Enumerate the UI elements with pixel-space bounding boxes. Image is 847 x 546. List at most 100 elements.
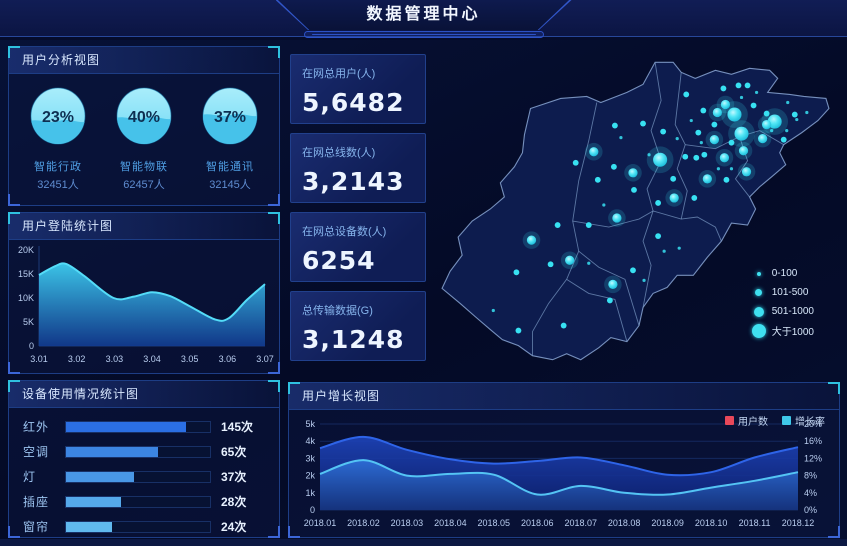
- growth-x-tick: 2018.11: [739, 518, 771, 528]
- growth-line-1: [319, 459, 799, 496]
- corner-bracket: [8, 194, 20, 206]
- stat-label: 总传输数据(G): [302, 305, 373, 317]
- stat-value: 5,6482: [302, 88, 405, 117]
- gauge-count: 32451人: [37, 179, 79, 191]
- map-legend-item: 501-1000: [753, 302, 814, 321]
- map-legend-label: 0-100: [771, 268, 798, 279]
- map-legend-label: 501-1000: [771, 306, 814, 317]
- login-area-chart: 0 5K 10K 15K 20K 3.01 3.02 3.03 3.04 3.05 3.06 3.07: [18, 245, 274, 364]
- growth-x-tick: 2018.02: [347, 518, 380, 528]
- login-x-tick: 3.07: [256, 354, 274, 364]
- legend-swatch: [725, 416, 734, 425]
- corner-bracket: [8, 526, 20, 538]
- panel-login-stats: 用户登陆统计图 0 5K 10K 15K 20K 3.01 3.02 3.03 3.04 3.05…: [8, 212, 280, 374]
- legend-item-用户数[interactable]: 用户数: [725, 413, 768, 428]
- stat-label: 在网总设备数(人): [302, 226, 387, 238]
- growth-left-tick: 3k: [305, 453, 315, 463]
- device-bar-track: [65, 470, 211, 483]
- gauge-count: 32145人: [209, 179, 251, 191]
- panel-title-user-analysis: 用户分析视图: [9, 47, 279, 74]
- gauge-row: 23% 智能行政 32451人 40% 智能物联 62457人 37% 智能通讯 32145人: [9, 74, 279, 192]
- growth-line-0: [319, 435, 799, 477]
- login-x-tick: 3.03: [106, 354, 124, 364]
- map-legend-item: 大于1000: [751, 321, 814, 340]
- panel-title-device-usage: 设备使用情况统计图: [9, 381, 279, 408]
- growth-area-1: [320, 460, 798, 510]
- map-legend-dot: [755, 289, 763, 296]
- corner-bracket: [8, 380, 20, 392]
- login-y-tick: 5K: [23, 317, 34, 327]
- device-bar-row: 窗帘 24次: [23, 520, 265, 534]
- gauge-percent: 37%: [214, 109, 246, 126]
- map-bubbles: [491, 82, 809, 334]
- growth-x-tick: 2018.06: [521, 518, 554, 528]
- device-bar-fill: [66, 471, 134, 482]
- growth-right-tick: 8%: [804, 471, 817, 481]
- device-bar-label: 插座: [23, 495, 50, 509]
- device-bar-chart: 红外 145次 空调 65次灯 37次 插座 28次 窗帘 24次: [9, 408, 279, 534]
- corner-bracket: [8, 212, 20, 224]
- login-y-tick: 20K: [18, 245, 34, 255]
- corner-bracket: [288, 526, 300, 538]
- province-map-svg: [441, 61, 830, 361]
- growth-left-tick: 4k: [305, 436, 315, 446]
- login-line: [38, 262, 266, 322]
- gauge-count: 62457人: [123, 179, 165, 191]
- legend-swatch: [782, 416, 791, 425]
- device-bar-track: [65, 420, 211, 433]
- device-bar-value: 65次: [221, 445, 247, 459]
- liquid-gauge: 23% 智能行政 32451人: [16, 86, 100, 192]
- device-bar-row: 灯 37次: [23, 470, 265, 484]
- map-legend-dot-cell: [751, 323, 772, 338]
- stat-label: 在网总线数(人): [302, 147, 376, 159]
- map-legend: 0-100 101-500 501-1000 大于1000: [751, 264, 814, 340]
- footer-strip: [0, 539, 847, 546]
- panel-user-analysis: 用户分析视图 23% 智能行政 32451人 40% 智能物联 62457人 37% 智能通讯…: [8, 46, 280, 206]
- corner-bracket: [828, 382, 840, 394]
- growth-x-tick: 2018.10: [695, 518, 728, 528]
- stats-column: 在网总用户(人) 5,6482 在网总线数(人) 3,2143 在网总设备数(人) 625…: [290, 54, 426, 361]
- growth-x-tick: 2018.09: [651, 518, 684, 528]
- growth-x-tick: 2018.08: [608, 518, 641, 528]
- top-bar: 数据管理中心: [0, 0, 847, 40]
- map-legend-dot-cell: [755, 289, 772, 296]
- gauge-percent: 40%: [128, 109, 160, 126]
- device-bar-fill: [66, 421, 186, 432]
- corner-bracket: [268, 526, 280, 538]
- stat-card: 总传输数据(G) 3,1248: [290, 291, 426, 361]
- device-bar-value: 37次: [221, 470, 247, 484]
- device-bar-label: 红外: [23, 420, 50, 434]
- stat-value: 6254: [302, 246, 376, 275]
- title-banner: 数据管理中心: [275, 0, 572, 30]
- top-bar-accent-line: [0, 36, 847, 37]
- growth-x-tick: 2018.04: [434, 518, 467, 528]
- liquid-gauge: 37% 智能通讯 32145人: [188, 86, 272, 192]
- device-bar-track: [65, 520, 211, 533]
- device-bar-fill: [66, 446, 159, 457]
- panel-device-usage: 设备使用情况统计图 红外 145次 空调 65次灯 37次 插座 28次 窗帘 24次: [8, 380, 280, 538]
- login-y-tick: 15K: [18, 269, 34, 279]
- growth-x-tick: 2018.07: [564, 518, 597, 528]
- title-banner-fill: [277, 0, 570, 30]
- map-legend-dot-cell: [753, 306, 772, 317]
- corner-bracket: [268, 194, 280, 206]
- stat-value: 3,2143: [302, 167, 405, 196]
- legend-item-增长率[interactable]: 增长率: [782, 413, 825, 428]
- corner-bracket: [268, 212, 280, 224]
- device-bar-value: 145次: [221, 420, 254, 434]
- growth-area-chart: 0 1k 2k 3k 4k 5k 0% 4% 8% 12% 16% 20% 2018.01 2018.02…: [304, 419, 822, 528]
- growth-left-tick: 1k: [305, 488, 315, 498]
- login-y-tick: 0: [29, 341, 34, 351]
- growth-right-tick: 20%: [804, 419, 822, 429]
- panel-user-growth: 用户增长视图 用户数 增长率 0 1k 2k 3k 4k 5k 0% 4% 8% 12% 16% 20%…: [288, 382, 840, 538]
- device-bar-row: 红外 145次: [23, 420, 265, 434]
- corner-bracket: [268, 380, 280, 392]
- growth-x-tick: 2018.01: [304, 518, 337, 528]
- panel-title-login-stats: 用户登陆统计图: [9, 213, 279, 240]
- login-x-tick: 3.04: [143, 354, 161, 364]
- stat-label: 在网总用户(人): [302, 68, 376, 80]
- device-bar-value: 28次: [221, 495, 247, 509]
- device-bar-value: 24次: [221, 520, 247, 534]
- title-banner-underline-inner: [311, 34, 536, 35]
- growth-right-tick: 4%: [804, 488, 817, 498]
